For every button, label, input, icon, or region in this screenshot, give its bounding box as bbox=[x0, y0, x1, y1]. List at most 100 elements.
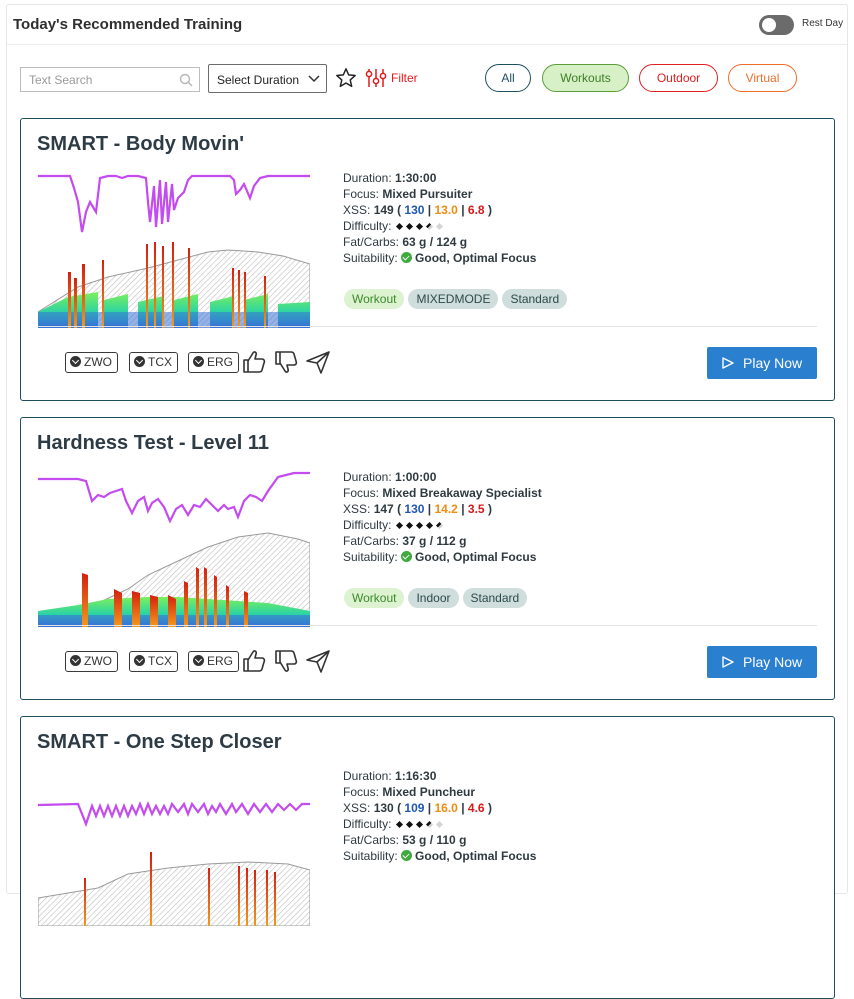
play-now-button[interactable]: Play Now bbox=[707, 646, 817, 678]
difficulty-diamond-icon bbox=[435, 820, 443, 828]
download-zwo-button[interactable]: ZWO bbox=[65, 651, 118, 672]
focus-value: Mixed Pursuiter bbox=[382, 187, 473, 201]
thumbs-up-icon[interactable] bbox=[241, 648, 267, 674]
toggle-knob bbox=[762, 18, 776, 32]
download-label: ZWO bbox=[84, 355, 112, 369]
focus-label: Focus: bbox=[343, 187, 380, 201]
check-icon bbox=[401, 551, 413, 562]
suitability-label: Suitability: bbox=[343, 251, 398, 265]
thumbs-up-icon[interactable] bbox=[241, 349, 267, 375]
workout-title[interactable]: Hardness Test - Level 11 bbox=[37, 432, 269, 454]
download-tcx-button[interactable]: TCX bbox=[129, 651, 178, 672]
rest-day-toggle[interactable] bbox=[759, 15, 794, 35]
difficulty-diamond-icon bbox=[415, 820, 423, 828]
suitability-label: Suitability: bbox=[343, 849, 398, 863]
workout-card[interactable]: SMART - One Step Closer Duration: 1:16:3… bbox=[20, 716, 835, 999]
difficulty-diamond-icon bbox=[395, 222, 403, 230]
send-icon[interactable] bbox=[305, 648, 331, 674]
fatcarbs-value: 63 g / 124 g bbox=[402, 235, 468, 249]
xss-red: 3.5 bbox=[467, 502, 485, 516]
xss-label: XSS: bbox=[343, 801, 371, 815]
tag-list: Workout Indoor Standard bbox=[344, 588, 531, 608]
tag: Workout bbox=[344, 588, 405, 608]
workout-title[interactable]: SMART - One Step Closer bbox=[37, 731, 282, 753]
workout-stats: Duration: 1:16:30 Focus: Mixed Puncheur … bbox=[343, 769, 537, 863]
xss-orange: 13.0 bbox=[434, 203, 458, 217]
star-icon[interactable] bbox=[335, 67, 357, 89]
tag: Standard bbox=[502, 289, 568, 309]
play-icon bbox=[722, 656, 734, 668]
focus-label: Focus: bbox=[343, 785, 380, 799]
fatcarbs-value: 53 g / 110 g bbox=[402, 833, 467, 847]
fatcarbs-label: Fat/Carbs: bbox=[343, 235, 400, 249]
pill-workouts[interactable]: Workouts bbox=[542, 64, 629, 92]
difficulty-diamond-icon bbox=[405, 222, 413, 230]
download-icon bbox=[134, 655, 145, 666]
thumbs-down-icon[interactable] bbox=[273, 349, 299, 375]
xss-label: XSS: bbox=[343, 502, 371, 516]
download-label: ZWO bbox=[84, 654, 112, 668]
difficulty-label: Difficulty: bbox=[343, 518, 392, 532]
duration-label: Duration: bbox=[343, 171, 392, 185]
filter-button[interactable]: Filter bbox=[365, 67, 418, 89]
training-panel: Today's Recommended Training Rest Day Se… bbox=[6, 4, 848, 999]
thumbs-down-icon[interactable] bbox=[273, 648, 299, 674]
panel-header: Today's Recommended Training Rest Day bbox=[7, 5, 847, 45]
search-icon[interactable] bbox=[179, 73, 193, 87]
xss-red: 6.8 bbox=[467, 203, 485, 217]
check-icon bbox=[401, 252, 413, 263]
tag: Indoor bbox=[408, 588, 459, 608]
duration-select[interactable]: Select Duration bbox=[208, 64, 327, 93]
tag: Workout bbox=[344, 289, 405, 309]
workout-title[interactable]: SMART - Body Movin' bbox=[37, 133, 244, 155]
download-zwo-button[interactable]: ZWO bbox=[65, 352, 118, 373]
difficulty-diamond-icon bbox=[405, 820, 413, 828]
difficulty-diamond-icon bbox=[425, 521, 433, 529]
download-erg-button[interactable]: ERG bbox=[188, 651, 240, 672]
tag-list: Workout MIXEDMODE Standard bbox=[344, 289, 571, 309]
difficulty-diamond-icon bbox=[435, 222, 443, 230]
xss-value: 149 bbox=[373, 203, 394, 217]
focus-value: Mixed Puncheur bbox=[382, 785, 476, 799]
fatcarbs-value: 37 g / 112 g bbox=[402, 534, 467, 548]
filter-label: Filter bbox=[391, 71, 418, 85]
card-divider bbox=[38, 326, 817, 327]
xss-orange: 14.2 bbox=[434, 502, 458, 516]
download-erg-button[interactable]: ERG bbox=[188, 352, 240, 373]
workout-stats: Duration: 1:00:00 Focus: Mixed Breakaway… bbox=[343, 470, 542, 564]
difficulty-label: Difficulty: bbox=[343, 817, 392, 831]
play-now-label: Play Now bbox=[743, 355, 803, 371]
xss-label: XSS: bbox=[343, 203, 371, 217]
rest-day-label: Rest Day bbox=[802, 18, 844, 29]
workout-stats: Duration: 1:30:00 Focus: Mixed Pursuiter… bbox=[343, 171, 537, 265]
xss-blue: 130 bbox=[404, 203, 425, 217]
xss-value: 147 bbox=[373, 502, 394, 516]
send-icon[interactable] bbox=[305, 349, 331, 375]
pill-all[interactable]: All bbox=[485, 64, 531, 92]
workout-card[interactable]: SMART - Body Movin' Duration: 1:30:00 Fo… bbox=[20, 118, 835, 401]
download-label: TCX bbox=[148, 355, 172, 369]
xss-blue: 109 bbox=[404, 801, 425, 815]
xss-orange: 16.0 bbox=[434, 801, 458, 815]
search-input[interactable] bbox=[27, 69, 177, 90]
pill-outdoor[interactable]: Outdoor bbox=[639, 64, 718, 92]
difficulty-diamond-icon bbox=[395, 521, 403, 529]
workout-profile-chart bbox=[38, 471, 310, 627]
difficulty-diamond-icon bbox=[415, 521, 423, 529]
workout-card[interactable]: Hardness Test - Level 11 Duration: 1:00:… bbox=[20, 417, 835, 700]
workout-profile-chart bbox=[38, 801, 310, 926]
difficulty-diamond-icon bbox=[425, 222, 433, 230]
search-box[interactable] bbox=[20, 67, 200, 92]
duration-value: 1:00:00 bbox=[395, 470, 437, 484]
suitability-value: Good, Optimal Focus bbox=[415, 849, 537, 863]
xss-blue: 130 bbox=[404, 502, 425, 516]
tag: MIXEDMODE bbox=[408, 289, 499, 309]
difficulty-label: Difficulty: bbox=[343, 219, 392, 233]
pill-virtual[interactable]: Virtual bbox=[728, 64, 797, 92]
play-now-button[interactable]: Play Now bbox=[707, 347, 817, 379]
play-now-label: Play Now bbox=[743, 654, 803, 670]
difficulty-diamond-icon bbox=[435, 521, 443, 529]
download-icon bbox=[70, 655, 81, 666]
download-tcx-button[interactable]: TCX bbox=[129, 352, 178, 373]
duration-value: 1:30:00 bbox=[395, 171, 437, 185]
